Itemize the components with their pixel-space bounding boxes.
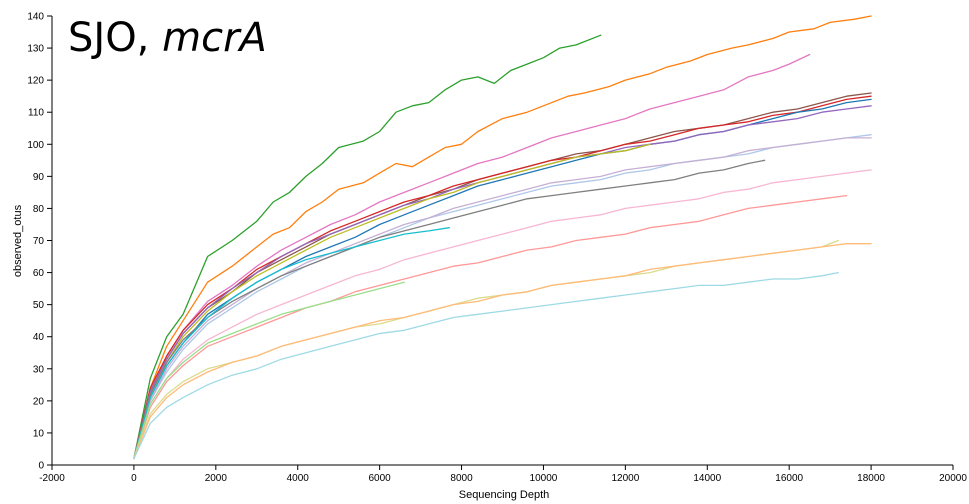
x-axis-label: Sequencing Depth — [459, 489, 550, 501]
x-tick-label: 12000 — [611, 473, 639, 484]
series-line-13 — [133, 169, 872, 460]
series-line-3 — [133, 53, 811, 460]
series-line-17 — [133, 243, 872, 460]
chart-title-main: SJO, — [68, 15, 162, 61]
y-tick-label: 40 — [33, 332, 45, 343]
series-line-14 — [133, 194, 848, 460]
series-line-2 — [133, 15, 872, 460]
y-tick-label: 140 — [27, 12, 44, 23]
y-tick-label: 20 — [33, 396, 45, 407]
x-tick-label: 2000 — [205, 473, 228, 484]
y-tick-label: 60 — [33, 268, 45, 279]
x-tick-label: 6000 — [369, 473, 392, 484]
y-tick-label: 130 — [27, 44, 44, 55]
series-line-8 — [133, 143, 651, 460]
x-tick-label: 18000 — [857, 473, 885, 484]
chart-title-italic: mcrA — [162, 15, 267, 61]
x-tick-label: 0 — [131, 473, 137, 484]
x-tick-label: -2000 — [39, 473, 65, 484]
x-tick-label: 10000 — [530, 473, 558, 484]
y-tick-label: 80 — [33, 204, 45, 215]
chart-title: SJO, mcrA — [68, 15, 267, 61]
y-tick-label: 70 — [33, 236, 45, 247]
x-tick-label: 14000 — [693, 473, 721, 484]
x-tick-label: 16000 — [775, 473, 803, 484]
y-tick-label: 10 — [33, 428, 45, 439]
series-line-9 — [133, 134, 872, 460]
y-tick-label: 110 — [28, 108, 44, 119]
y-axis-label: observed_otus — [12, 204, 24, 277]
series-line-11 — [133, 159, 766, 460]
series-line-10 — [133, 137, 872, 460]
series-line-15 — [133, 281, 405, 460]
y-tick-label: 100 — [27, 140, 44, 151]
series-line-16 — [133, 239, 839, 460]
series-line-1 — [133, 34, 602, 460]
x-tick-label: 20000 — [939, 473, 967, 484]
y-tick-label: 90 — [33, 172, 45, 183]
y-tick-label: 120 — [27, 76, 44, 87]
y-tick-label: 50 — [33, 300, 45, 311]
series-line-18 — [133, 271, 839, 460]
y-tick-label: 30 — [33, 364, 45, 375]
series-line-12 — [133, 227, 450, 460]
y-tick-label: 0 — [38, 461, 44, 472]
x-tick-label: 8000 — [450, 473, 473, 484]
x-tick-label: 4000 — [287, 473, 310, 484]
